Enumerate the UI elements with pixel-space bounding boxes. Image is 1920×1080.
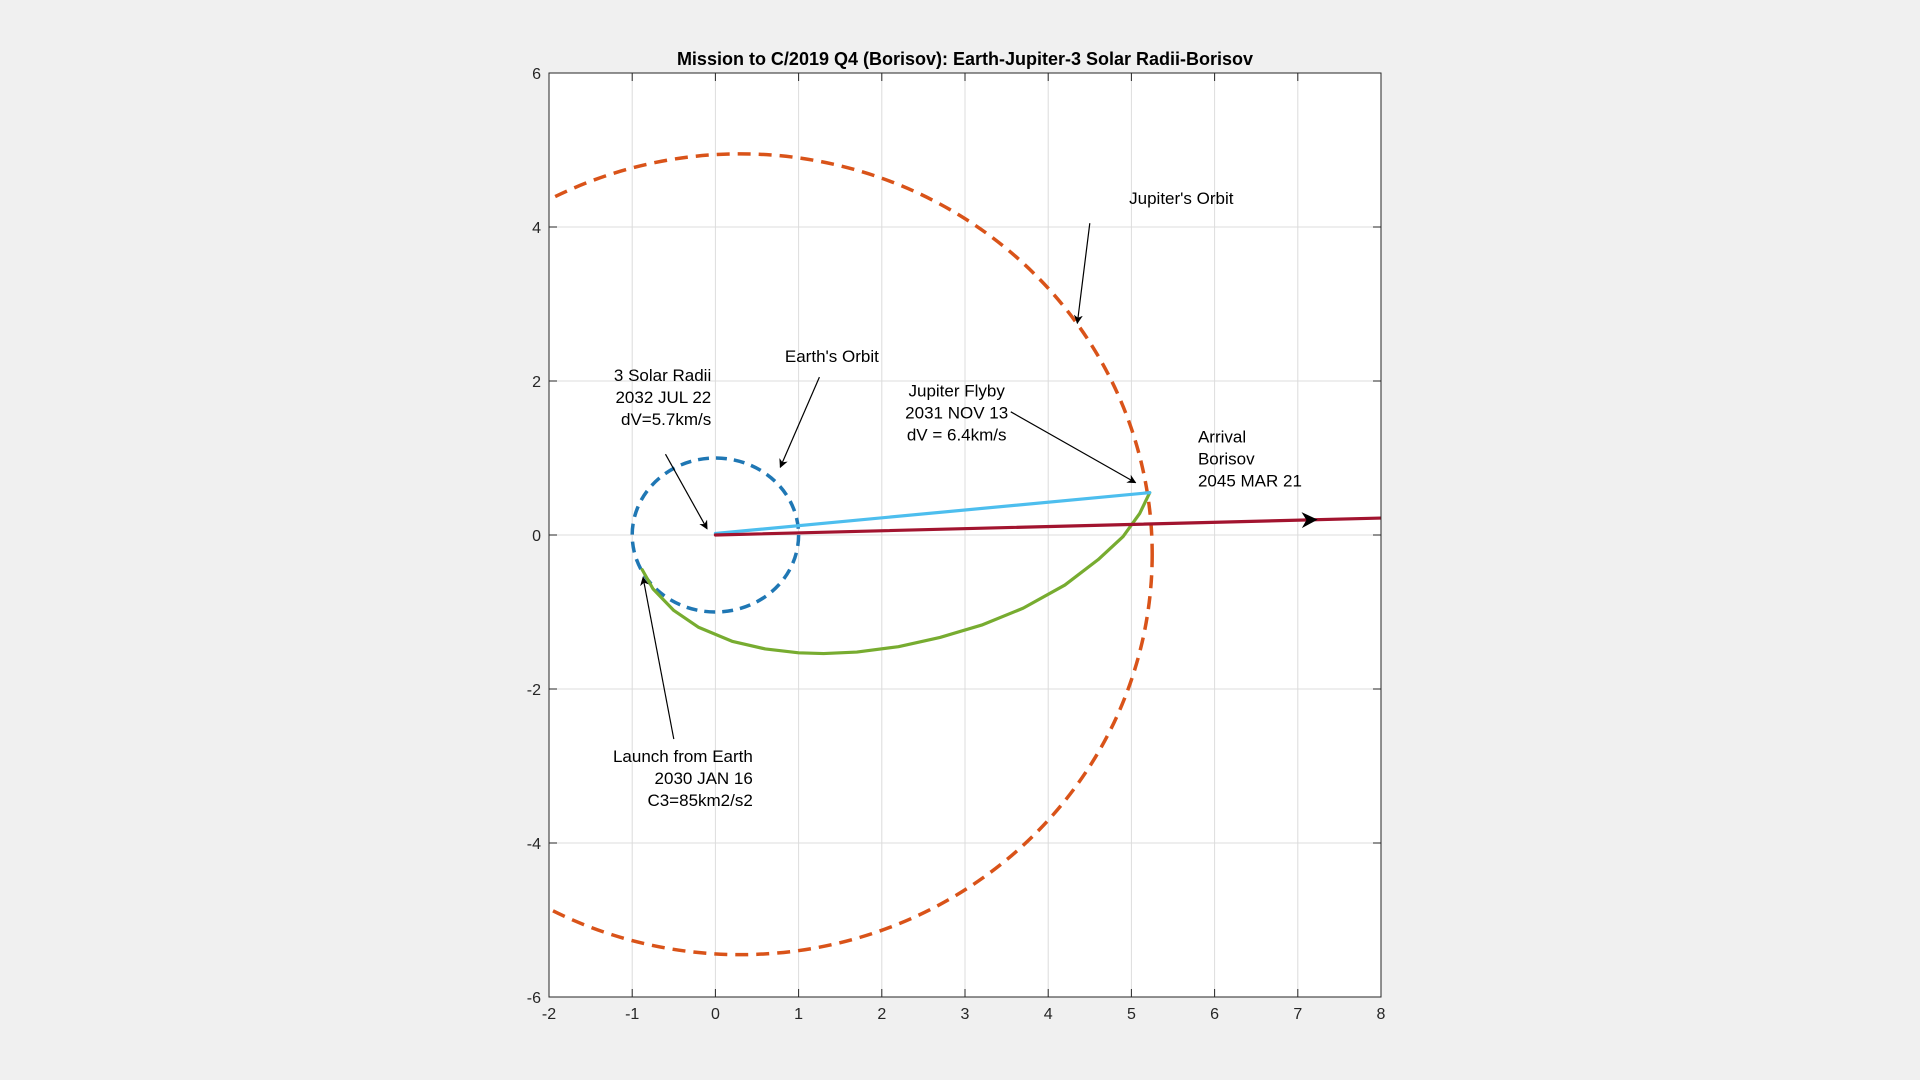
annotation: Jupiter Flyby 2031 NOV 13 dV = 6.4km/s [905, 381, 1137, 484]
annotation-text: 3 Solar Radii [614, 366, 711, 385]
y-tick-label: -2 [527, 682, 541, 699]
annotation-arrow [664, 453, 708, 530]
sun-to-borisov-trajectory [713, 516, 1381, 537]
annotation-text: 2032 JUL 22 [615, 388, 711, 407]
y-tick-label: -6 [527, 990, 541, 1007]
chart-title: Mission to C/2019 Q4 (Borisov): Earth-Ju… [677, 49, 1253, 69]
annotation-text: Jupiter Flyby [908, 381, 1005, 400]
x-tick-label: -1 [625, 1006, 639, 1023]
y-tick-label: -4 [527, 836, 541, 853]
x-tick-label: 1 [794, 1006, 803, 1023]
y-tick-label: 4 [532, 220, 541, 237]
annotation-text: Borisov [1198, 450, 1255, 469]
annotation-arrow [1010, 411, 1137, 484]
y-tick-label: 0 [532, 528, 541, 545]
earth-orbit [630, 456, 801, 614]
annotation-text: 2031 NOV 13 [905, 403, 1008, 422]
x-tick-label: 3 [961, 1006, 970, 1023]
x-tick-label: 8 [1377, 1006, 1386, 1023]
annotation-text: Earth's Orbit [785, 347, 879, 366]
annotation-text: Arrival [1198, 428, 1246, 447]
annotation-arrow [1073, 223, 1091, 325]
annotation: Arrival Borisov 2045 MAR 21 [1198, 428, 1302, 491]
earth-to-jupiter-trajectory [640, 491, 1152, 656]
annotation-text: C3=85km2/s2 [647, 791, 752, 810]
x-tick-label: 5 [1127, 1006, 1136, 1023]
annotation: Earth's Orbit [779, 347, 879, 469]
x-tick-label: -2 [542, 1006, 556, 1023]
annotation-text: Jupiter's Orbit [1129, 189, 1234, 208]
jupiter-to-sun-trajectory [713, 491, 1152, 536]
x-tick-label: 0 [711, 1006, 720, 1023]
jupiter-orbit [549, 152, 1154, 957]
annotation: 3 Solar Radii 2032 JUL 22 dV=5.7km/s [614, 366, 711, 530]
annotation: Launch from Earth 2030 JAN 16 C3=85km2/s2 [613, 576, 753, 810]
annotation-arrow [779, 376, 820, 469]
direction-arrow [1272, 512, 1318, 529]
plot-area: Jupiter's Orbit Earth's Orbit 3 Solar Radi… [527, 66, 1386, 1023]
annotation-text: Launch from Earth [613, 747, 753, 766]
y-tick-label: 6 [532, 66, 541, 83]
x-tick-label: 7 [1293, 1006, 1302, 1023]
annotation-text: dV = 6.4km/s [907, 425, 1007, 444]
annotation-arrow [640, 576, 675, 740]
x-tick-label: 4 [1044, 1006, 1053, 1023]
annotation-text: 2045 MAR 21 [1198, 472, 1302, 491]
annotation-text: dV=5.7km/s [621, 410, 711, 429]
annotation: Jupiter's Orbit [1073, 189, 1234, 325]
annotation-text: 2030 JAN 16 [655, 769, 753, 788]
x-tick-label: 6 [1210, 1006, 1219, 1023]
x-tick-label: 2 [877, 1006, 886, 1023]
plot-contents [549, 152, 1381, 957]
y-tick-label: 2 [532, 374, 541, 391]
axes-border [548, 72, 1382, 998]
